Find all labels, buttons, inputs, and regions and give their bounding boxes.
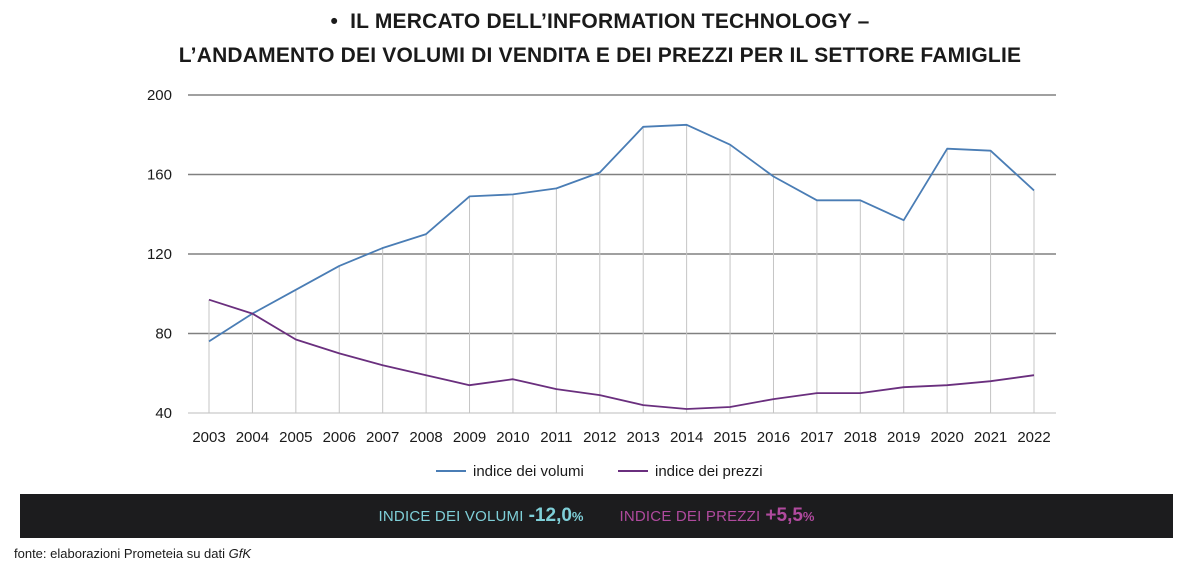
x-tick-label: 2014 [670,429,703,446]
banner-volumi-value: -12,0 [528,505,572,526]
chart-title-line-1: • IL MERCATO DELL’INFORMATION TECHNOLOGY… [0,10,1200,34]
banner-volumi-pct: % [571,509,584,524]
chart-title-line-2: L’ANDAMENTO DEI VOLUMI DI VENDITA E DEI … [178,44,1022,67]
source-note: fonte: elaborazioni Prometeia su dati Gf… [14,546,251,561]
legend: indice dei volumi indice dei prezzi [436,463,763,480]
banner-prezzi-value: +5,5 [765,505,803,526]
x-tick-label: 2015 [713,429,746,446]
x-tick-label: 2010 [496,429,529,446]
series-line-prezzi [208,298,1035,410]
source-italic: GfK [228,546,252,561]
x-tick-label: 2008 [409,429,442,446]
x-tick-label: 2006 [323,429,356,446]
x-tick-label: 2022 [1017,429,1050,446]
grid-layer [188,94,1056,414]
x-tick-label: 2012 [583,429,616,446]
x-tick-label: 2017 [800,429,833,446]
banner-volumi: INDICE DEI VOLUMI -12,0 % [379,505,584,527]
series-layer [208,123,1035,410]
title-bullet: • [330,10,339,33]
banner-volumi-label: INDICE DEI VOLUMI [378,508,524,525]
x-tick-label: 2004 [236,429,269,446]
y-axis-ticks: 40 80 120 160 200 [147,87,172,422]
x-tick-label: 2021 [974,429,1007,446]
x-tick-label: 2013 [627,429,660,446]
y-tick-label: 200 [147,87,172,104]
legend-label-prezzi: indice dei prezzi [655,463,763,480]
x-tick-label: 2016 [757,429,790,446]
y-tick-label: 120 [147,246,172,263]
vertical-gridlines [208,124,1035,413]
series-line-volumi [208,123,1035,343]
x-tick-label: 2019 [887,429,920,446]
banner-prezzi-label: INDICE DEI PREZZI [619,508,761,525]
y-tick-label: 160 [147,167,172,184]
x-tick-label: 2007 [366,429,399,446]
y-tick-label: 80 [155,326,172,343]
x-tick-label: 2003 [192,429,225,446]
x-tick-label: 2005 [279,429,312,446]
title-line-1-text: IL MERCATO DELL’INFORMATION TECHNOLOGY – [350,10,870,33]
x-tick-label: 2018 [844,429,877,446]
banner-prezzi: INDICE DEI PREZZI +5,5 % [619,505,814,527]
x-tick-label: 2011 [540,429,572,446]
legend-label-volumi: indice dei volumi [473,463,584,480]
x-tick-label: 2009 [453,429,486,446]
x-tick-label: 2020 [930,429,963,446]
banner-prezzi-pct: % [802,509,815,524]
summary-banner: INDICE DEI VOLUMI -12,0 % INDICE DEI PRE… [20,494,1173,538]
y-tick-label: 40 [155,405,172,422]
source-text: fonte: elaborazioni Prometeia su dati [14,546,226,561]
x-axis-ticks: 2003 2004 2005 2006 2007 2008 2009 2010 2011 2012… [192,429,1050,446]
